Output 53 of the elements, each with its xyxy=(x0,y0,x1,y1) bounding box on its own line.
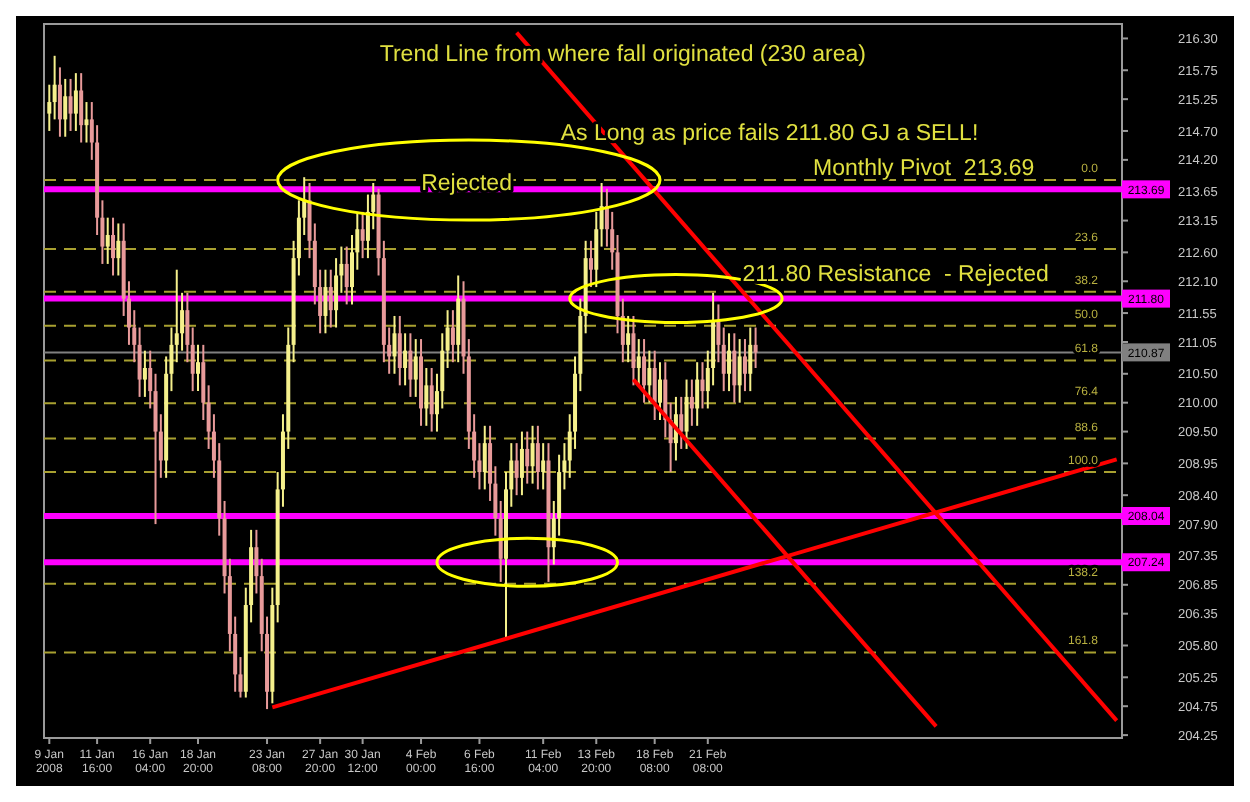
candlestick xyxy=(63,77,68,138)
candlestick xyxy=(626,314,631,364)
candlestick xyxy=(742,338,747,393)
candlestick xyxy=(397,314,402,387)
annotation: Rejected xyxy=(421,172,512,197)
candlestick xyxy=(658,361,662,422)
candlestick xyxy=(408,332,413,398)
candlestick xyxy=(748,326,753,393)
candlestick xyxy=(679,395,684,450)
candlestick xyxy=(73,72,78,132)
candlestick xyxy=(424,366,429,427)
annotation: Monthly Pivot 213.69 xyxy=(813,157,1035,182)
candlestick xyxy=(525,430,530,485)
candlestick xyxy=(588,239,593,289)
candlestick xyxy=(482,424,487,491)
candlestick xyxy=(79,72,84,144)
candlestick xyxy=(196,343,200,393)
candlestick xyxy=(684,378,689,450)
candlestick xyxy=(142,349,147,398)
candlestick xyxy=(344,245,349,306)
candlestick xyxy=(323,268,328,335)
candlestick xyxy=(753,326,758,369)
candlestick xyxy=(727,332,732,393)
candlestick xyxy=(328,268,333,329)
candlestick xyxy=(84,101,89,144)
candlestick xyxy=(57,66,62,138)
candlestick xyxy=(116,222,121,277)
candlestick xyxy=(450,309,455,364)
candlestick xyxy=(68,77,73,132)
candlestick xyxy=(642,338,647,404)
candlestick xyxy=(652,349,657,422)
candlestick xyxy=(631,314,636,387)
candlestick xyxy=(541,442,546,491)
candlestick xyxy=(732,332,737,404)
candlestick xyxy=(429,366,434,433)
candlestick xyxy=(519,430,524,497)
candlestick xyxy=(700,361,705,410)
candlestick xyxy=(636,338,641,387)
candlestick xyxy=(530,424,535,485)
annotation: 211.80 Resistance - Rejected xyxy=(742,263,1049,288)
candlestick xyxy=(392,314,397,375)
candlestick xyxy=(360,210,365,260)
candlestick xyxy=(647,349,652,404)
candlestick xyxy=(105,216,110,265)
candlestick xyxy=(413,338,418,398)
candlestick xyxy=(689,378,694,427)
candlestick xyxy=(737,338,742,404)
candlestick xyxy=(403,332,408,387)
candlestick xyxy=(535,424,540,491)
candlestick xyxy=(695,361,700,427)
candlestick xyxy=(456,274,461,364)
candlestick xyxy=(111,216,116,277)
candlestick xyxy=(514,442,519,497)
